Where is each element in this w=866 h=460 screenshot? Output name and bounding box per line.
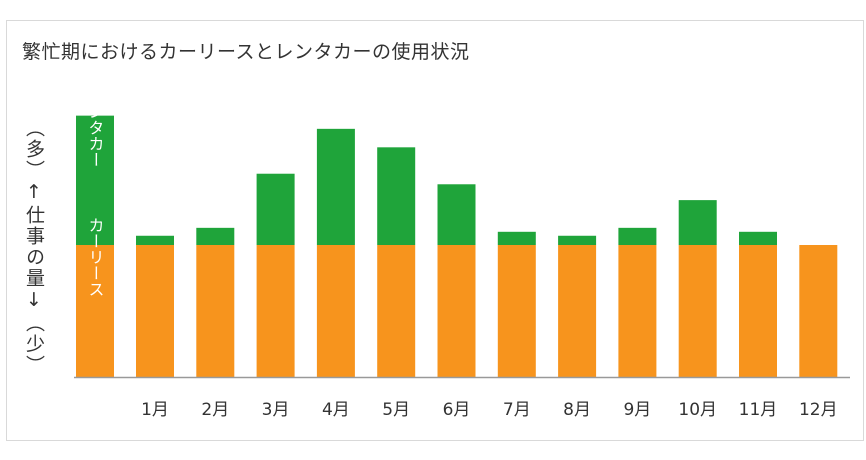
bar-lease-6 <box>437 245 476 377</box>
legend-bar-rental <box>76 115 114 245</box>
x-tick-5: 5月 <box>382 400 410 420</box>
bar-lease-7 <box>497 245 536 377</box>
bar-lease-9 <box>618 245 657 377</box>
bar-lease-2 <box>196 245 235 377</box>
x-tick-11: 11月 <box>739 400 778 420</box>
bar-rental-3 <box>256 173 295 245</box>
x-tick-10: 10月 <box>678 400 717 420</box>
x-tick-7: 7月 <box>503 400 531 420</box>
legend-label-rental: レンタカー <box>86 88 105 168</box>
bar-rental-9 <box>618 227 657 245</box>
bar-lease-11 <box>739 245 777 377</box>
x-tick-8: 8月 <box>563 400 591 420</box>
bar-rental-1 <box>136 235 174 245</box>
bar-rental-2 <box>196 227 235 245</box>
x-tick-2: 2月 <box>201 400 229 420</box>
x-tick-12: 12月 <box>799 400 838 420</box>
legend-bar-lease <box>76 245 114 377</box>
bar-rental-5 <box>377 147 416 245</box>
bar-lease-5 <box>377 245 416 377</box>
bar-lease-8 <box>558 245 597 377</box>
chart-frame <box>6 20 864 441</box>
legend-label-lease: カーリース <box>86 217 105 297</box>
x-tick-6: 6月 <box>443 400 471 420</box>
bar-lease-1 <box>136 245 174 377</box>
bar-lease-12 <box>799 245 838 377</box>
chart-title: 繁忙期におけるカーリースとレンタカーの使用状況 <box>22 41 470 63</box>
bar-lease-3 <box>256 245 295 377</box>
bar-rental-7 <box>497 231 536 245</box>
bar-rental-4 <box>316 128 355 245</box>
bar-rental-6 <box>437 184 476 245</box>
x-tick-9: 9月 <box>623 400 651 420</box>
y-axis-label: （多）↑仕事の量↓（少） <box>23 118 45 376</box>
bar-rental-11 <box>739 231 777 245</box>
bar-lease-4 <box>316 245 355 377</box>
x-tick-1: 1月 <box>141 400 169 420</box>
bar-lease-10 <box>678 245 717 377</box>
x-tick-3: 3月 <box>262 400 290 420</box>
bar-rental-8 <box>558 235 597 245</box>
bar-rental-10 <box>678 200 717 245</box>
x-tick-4: 4月 <box>322 400 350 420</box>
